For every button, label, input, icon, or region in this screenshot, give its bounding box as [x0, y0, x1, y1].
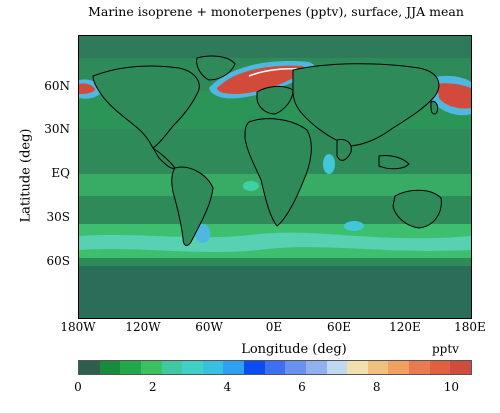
colorbar-swatch	[120, 361, 141, 374]
colorbar-swatch	[409, 361, 430, 374]
europe	[256, 85, 294, 115]
x-tick-0e: 0E	[265, 320, 283, 334]
colorbar-tick-10: 10	[443, 380, 459, 394]
colorbar-swatch	[182, 361, 203, 374]
colorbar-swatch	[264, 361, 286, 374]
colorbar-swatch	[367, 361, 389, 374]
japan	[430, 101, 438, 115]
north-atlantic-white-streak	[248, 68, 298, 77]
colorbar-swatch	[79, 361, 100, 374]
x-tick-60e: 60E	[326, 320, 352, 334]
x-tick-180e: 180E	[454, 320, 486, 334]
colorbar-swatch	[244, 361, 265, 374]
colorbar-swatch	[202, 361, 224, 374]
arabian-sea-high	[323, 154, 335, 174]
nw-pacific-high	[437, 83, 471, 109]
africa	[244, 118, 312, 227]
colorbar-tick-8: 8	[372, 380, 381, 394]
y-tick-eq: EQ	[51, 166, 70, 180]
asia	[292, 63, 440, 147]
colorbar-tick-0: 0	[74, 380, 82, 394]
australia	[392, 189, 442, 229]
southern-ocean-cyan	[79, 232, 471, 252]
arctic-region	[79, 36, 471, 58]
colorbar-tick-4: 4	[223, 380, 232, 394]
colorbar-swatch	[223, 361, 244, 374]
colorbar	[78, 360, 472, 375]
north-atlantic-high	[217, 65, 305, 94]
antarctic-region	[79, 266, 471, 318]
colorbar-unit: pptv	[432, 342, 459, 356]
colorbar-swatch	[347, 361, 368, 374]
colorbar-swatch	[99, 361, 121, 374]
x-axis-label: Longitude (deg)	[241, 342, 347, 357]
colorbar-swatch	[388, 361, 409, 374]
x-tick-120w: 120W	[125, 320, 161, 334]
south-america	[171, 166, 214, 246]
south-indian-high	[344, 221, 364, 231]
greenland	[196, 55, 236, 81]
y-tick-30s: 30S	[46, 210, 71, 224]
guinea-high	[243, 181, 259, 191]
x-tick-120e: 120E	[389, 320, 421, 334]
y-tick-30n: 30N	[44, 122, 70, 136]
colorbar-tick-6: 6	[298, 380, 306, 394]
coastlines	[92, 55, 442, 246]
patagonia-high	[195, 223, 211, 243]
colorbar-swatch	[305, 361, 327, 374]
colorbar-swatch	[450, 361, 471, 374]
y-tick-60s: 60S	[46, 254, 71, 268]
x-tick-180w: 180W	[60, 320, 96, 334]
map-plot-area	[78, 35, 472, 319]
colorbar-swatch	[140, 361, 162, 374]
ne-pacific-high	[79, 83, 95, 94]
colorbar-swatch	[326, 361, 348, 374]
x-tick-60w: 60W	[195, 320, 223, 334]
india	[336, 139, 352, 161]
north-america	[92, 65, 200, 149]
map-title: Marine isoprene + monoterpenes (pptv), s…	[88, 4, 464, 19]
colorbar-swatch	[161, 361, 183, 374]
colorbar-swatch	[285, 361, 306, 374]
map-canvas	[79, 36, 471, 318]
colorbar-tick-2: 2	[148, 380, 157, 394]
colorbar-swatch	[429, 361, 451, 374]
y-tick-60n: 60N	[44, 79, 70, 93]
indonesia	[378, 155, 410, 170]
